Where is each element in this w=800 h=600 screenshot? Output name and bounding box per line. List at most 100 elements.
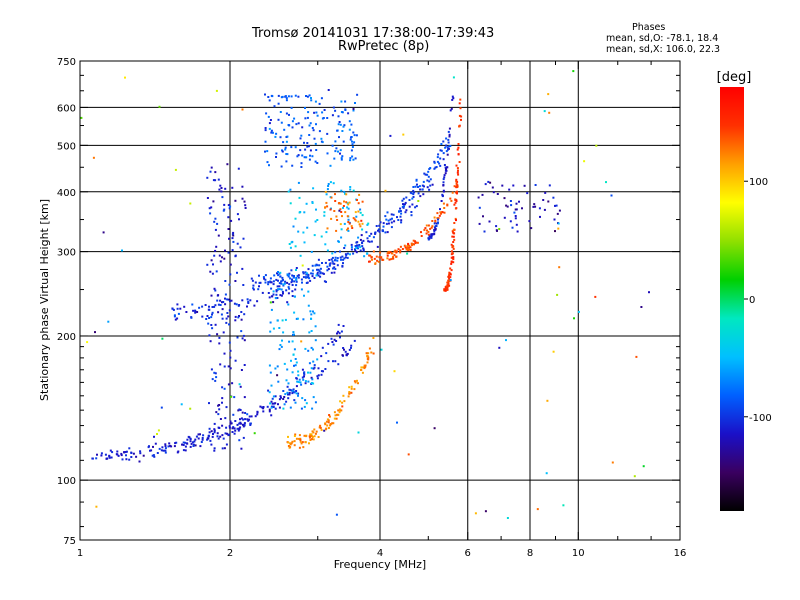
data-point <box>228 309 231 312</box>
data-point <box>448 277 451 280</box>
data-point <box>544 191 547 194</box>
data-point <box>357 382 359 385</box>
data-point <box>346 256 349 259</box>
data-point <box>374 232 377 235</box>
data-point <box>110 456 113 459</box>
data-point <box>295 437 298 440</box>
data-point <box>267 281 270 284</box>
data-point <box>420 235 423 237</box>
data-point <box>310 382 313 384</box>
data-point <box>274 395 277 398</box>
data-point <box>271 131 274 134</box>
data-point <box>386 257 389 260</box>
data-point <box>341 401 344 404</box>
data-point <box>274 297 277 299</box>
data-point <box>449 273 452 276</box>
data-point <box>228 237 230 240</box>
data-point <box>283 362 286 365</box>
data-point <box>285 289 288 292</box>
data-point <box>276 272 278 275</box>
data-point <box>350 149 353 152</box>
data-point <box>210 294 213 297</box>
data-point <box>349 157 352 160</box>
data-point <box>221 424 224 427</box>
data-point <box>446 146 449 149</box>
data-point <box>450 107 453 110</box>
data-point <box>306 142 309 144</box>
data-point <box>294 217 297 220</box>
data-point <box>398 210 401 213</box>
data-point <box>451 191 454 194</box>
data-point <box>300 383 303 386</box>
data-point <box>450 253 453 256</box>
data-point <box>400 212 403 215</box>
data-point <box>224 303 227 306</box>
data-point <box>207 434 210 437</box>
data-point <box>427 224 430 227</box>
data-point <box>227 216 230 219</box>
data-point <box>442 140 445 143</box>
data-point <box>492 191 495 194</box>
data-point <box>221 308 224 311</box>
data-point <box>380 348 383 351</box>
data-point <box>343 190 346 193</box>
data-point <box>337 409 340 412</box>
data-point <box>445 137 448 140</box>
data-point <box>305 95 307 97</box>
data-point <box>304 441 307 444</box>
data-point <box>556 293 559 296</box>
data-point <box>230 299 233 302</box>
data-point <box>334 360 337 363</box>
data-point <box>276 374 279 377</box>
data-point <box>212 179 215 182</box>
data-point <box>307 111 310 114</box>
data-point <box>329 181 332 184</box>
data-point <box>295 267 298 269</box>
data-point <box>349 253 351 256</box>
data-point <box>223 257 226 260</box>
data-point <box>456 184 459 187</box>
data-point <box>292 225 295 228</box>
data-point <box>340 189 343 192</box>
data-point <box>314 325 317 328</box>
data-point <box>253 432 256 435</box>
data-point <box>437 153 440 156</box>
data-point <box>402 133 405 136</box>
data-point <box>239 246 242 249</box>
data-point <box>236 336 239 339</box>
data-point <box>307 290 310 293</box>
data-point <box>299 149 302 152</box>
data-point <box>350 346 352 349</box>
data-point <box>124 451 127 453</box>
data-point <box>242 334 245 337</box>
data-point <box>326 265 329 268</box>
data-point <box>213 447 216 450</box>
data-point <box>285 97 288 100</box>
data-point <box>339 223 342 226</box>
data-point <box>184 449 187 452</box>
data-point <box>288 243 291 245</box>
data-point <box>441 194 444 197</box>
data-point <box>635 355 638 358</box>
data-point <box>109 449 112 452</box>
data-point <box>323 211 326 214</box>
data-point <box>214 379 217 382</box>
data-point <box>347 229 350 232</box>
data-point <box>216 435 219 438</box>
data-point <box>229 367 232 370</box>
data-point <box>247 419 250 422</box>
data-point <box>452 97 455 100</box>
data-point <box>446 288 449 291</box>
data-point <box>271 397 274 400</box>
data-point <box>340 330 343 333</box>
data-point <box>455 180 458 183</box>
data-point <box>197 433 200 436</box>
data-point <box>280 121 283 124</box>
data-point <box>442 181 445 184</box>
data-point <box>303 211 306 214</box>
data-point <box>199 445 202 448</box>
data-point <box>325 193 328 196</box>
data-point <box>396 216 398 219</box>
data-point <box>400 219 403 222</box>
data-point <box>553 218 556 221</box>
